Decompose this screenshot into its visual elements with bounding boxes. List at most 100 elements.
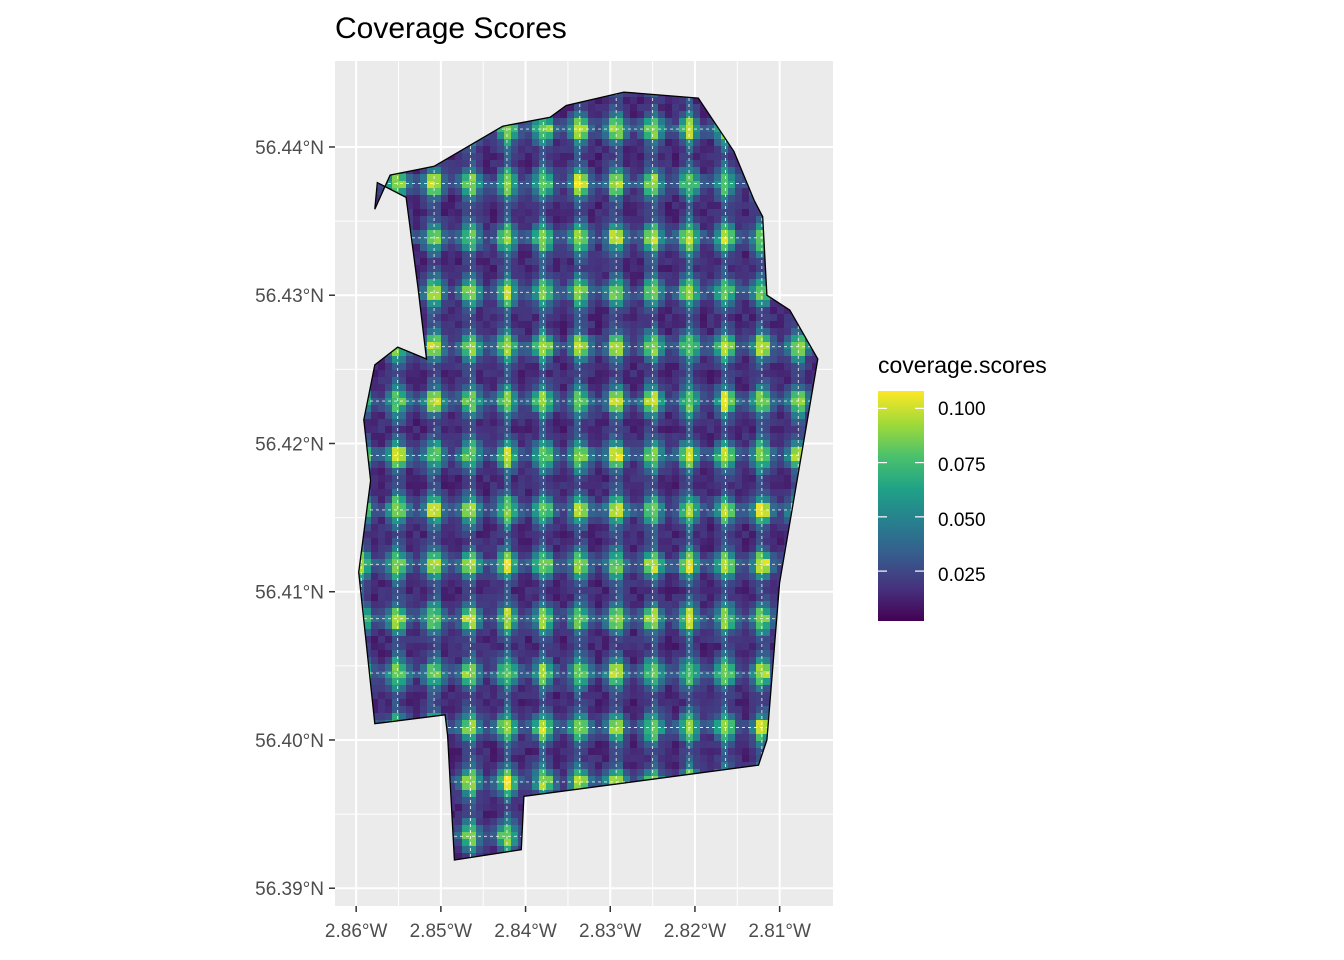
coverage-cell	[665, 384, 673, 392]
coverage-cell	[483, 377, 491, 385]
coverage-cell	[497, 524, 505, 532]
coverage-cell	[749, 202, 757, 210]
coverage-cell	[644, 342, 652, 350]
coverage-cell	[777, 510, 785, 518]
coverage-cell	[469, 412, 477, 420]
coverage-cell	[497, 167, 505, 175]
coverage-cell	[511, 286, 519, 294]
coverage-cell	[532, 531, 540, 539]
coverage-cell	[378, 391, 386, 399]
coverage-cell	[609, 489, 617, 497]
coverage-cell	[595, 251, 603, 259]
coverage-cell	[532, 181, 540, 189]
coverage-cell	[525, 349, 533, 357]
coverage-cell	[756, 447, 764, 455]
coverage-cell	[553, 398, 561, 406]
coverage-cell	[735, 587, 743, 595]
coverage-cell	[574, 377, 582, 385]
coverage-cell	[658, 405, 666, 413]
coverage-cell	[553, 566, 561, 574]
coverage-cell	[581, 580, 589, 588]
coverage-cell	[539, 426, 547, 434]
coverage-cell	[595, 426, 603, 434]
coverage-cell	[574, 118, 582, 126]
coverage-cell	[427, 461, 435, 469]
coverage-cell	[609, 468, 617, 476]
coverage-cell	[574, 328, 582, 336]
coverage-cell	[609, 363, 617, 371]
coverage-cell	[791, 370, 799, 378]
coverage-cell	[749, 216, 757, 224]
coverage-cell	[476, 587, 484, 595]
coverage-cell	[518, 272, 526, 280]
coverage-cell	[735, 405, 743, 413]
coverage-cell	[637, 531, 645, 539]
coverage-cell	[399, 363, 407, 371]
coverage-cell	[651, 237, 659, 245]
coverage-cell	[735, 496, 743, 504]
coverage-cell	[707, 202, 715, 210]
coverage-cell	[784, 314, 792, 322]
coverage-cell	[371, 398, 379, 406]
coverage-cell	[630, 314, 638, 322]
coverage-cell	[511, 433, 519, 441]
coverage-cell	[637, 272, 645, 280]
coverage-cell	[623, 300, 631, 308]
coverage-cell	[532, 349, 540, 357]
coverage-cell	[693, 594, 701, 602]
coverage-cell	[539, 251, 547, 259]
coverage-cell	[427, 475, 435, 483]
coverage-cell	[644, 237, 652, 245]
coverage-cell	[567, 566, 575, 574]
coverage-cell	[553, 524, 561, 532]
coverage-cell	[728, 559, 736, 567]
coverage-cell	[672, 580, 680, 588]
coverage-cell	[413, 482, 421, 490]
coverage-cell	[399, 419, 407, 427]
coverage-cell	[567, 307, 575, 315]
coverage-cell	[700, 125, 708, 133]
coverage-cell	[455, 538, 463, 546]
coverage-cell	[483, 349, 491, 357]
coverage-cell	[553, 342, 561, 350]
coverage-cell	[448, 377, 456, 385]
coverage-cell	[679, 559, 687, 567]
coverage-cell	[441, 195, 449, 203]
coverage-cell	[413, 209, 421, 217]
coverage-cell	[616, 321, 624, 329]
coverage-cell	[770, 307, 778, 315]
coverage-cell	[518, 398, 526, 406]
coverage-cell	[595, 468, 603, 476]
coverage-cell	[441, 384, 449, 392]
coverage-cell	[483, 146, 491, 154]
coverage-cell	[504, 300, 512, 308]
coverage-cell	[700, 503, 708, 511]
coverage-cell	[532, 587, 540, 595]
coverage-cell	[476, 398, 484, 406]
coverage-cell	[504, 279, 512, 287]
coverage-cell	[553, 391, 561, 399]
coverage-cell	[749, 342, 757, 350]
coverage-cell	[574, 293, 582, 301]
coverage-cell	[518, 300, 526, 308]
coverage-cell	[637, 139, 645, 147]
coverage-cell	[679, 139, 687, 147]
coverage-cell	[420, 286, 428, 294]
coverage-cell	[763, 356, 771, 364]
coverage-cell	[539, 160, 547, 168]
coverage-cell	[630, 468, 638, 476]
coverage-cell	[742, 195, 750, 203]
coverage-cell	[434, 356, 442, 364]
coverage-cell	[455, 482, 463, 490]
coverage-cell	[672, 426, 680, 434]
coverage-cell	[413, 447, 421, 455]
coverage-cell	[665, 314, 673, 322]
coverage-cell	[364, 594, 372, 602]
coverage-cell	[378, 587, 386, 595]
coverage-cell	[630, 356, 638, 364]
coverage-cell	[504, 174, 512, 182]
coverage-cell	[504, 419, 512, 427]
coverage-cell	[588, 496, 596, 504]
coverage-cell	[651, 496, 659, 504]
coverage-cell	[595, 216, 603, 224]
